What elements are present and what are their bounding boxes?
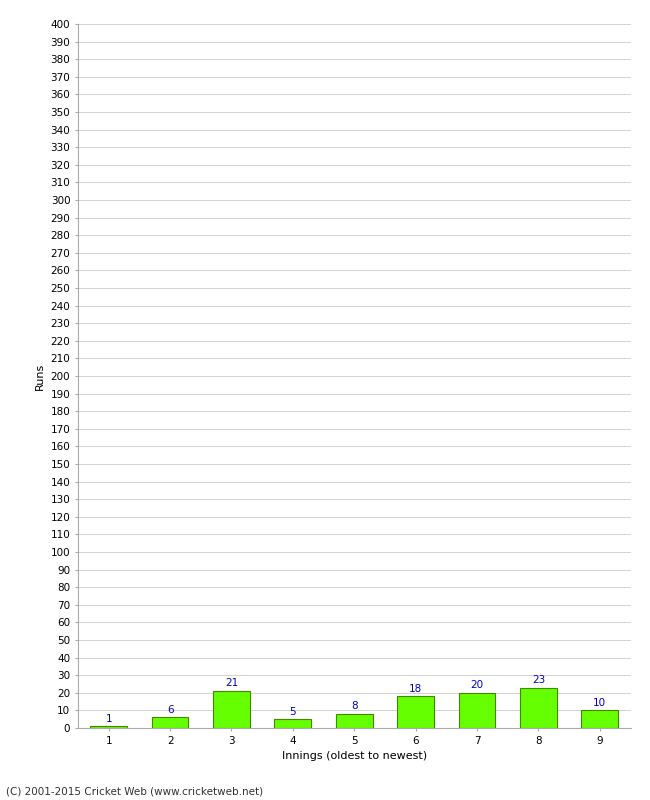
Y-axis label: Runs: Runs (35, 362, 45, 390)
Text: (C) 2001-2015 Cricket Web (www.cricketweb.net): (C) 2001-2015 Cricket Web (www.cricketwe… (6, 786, 264, 796)
Text: 23: 23 (532, 675, 545, 685)
Bar (581, 710, 618, 728)
Bar (520, 687, 557, 728)
Text: 8: 8 (351, 702, 358, 711)
Bar (397, 696, 434, 728)
Bar (459, 693, 495, 728)
Bar (151, 718, 188, 728)
Bar (213, 691, 250, 728)
Text: 1: 1 (105, 714, 112, 724)
Text: 10: 10 (593, 698, 606, 708)
Text: 20: 20 (471, 680, 484, 690)
Text: 5: 5 (289, 706, 296, 717)
Text: 6: 6 (167, 705, 174, 715)
Text: 21: 21 (225, 678, 238, 688)
Bar (90, 726, 127, 728)
Text: 18: 18 (409, 684, 423, 694)
X-axis label: Innings (oldest to newest): Innings (oldest to newest) (281, 751, 427, 761)
Bar (336, 714, 372, 728)
Bar (274, 719, 311, 728)
